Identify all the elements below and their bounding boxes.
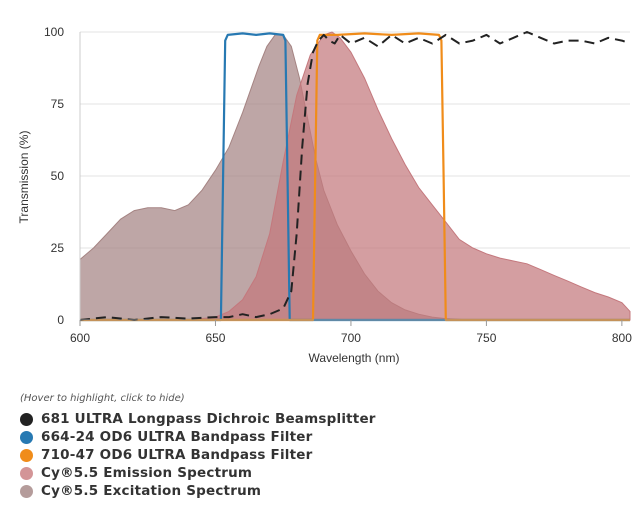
x-tick-label: 750: [476, 331, 496, 345]
series-layer: [79, 31, 631, 322]
series-line-664-24-od6-ultra-bandpass-filter[interactable]: [80, 32, 630, 322]
y-tick-label: 100: [44, 25, 64, 39]
legend-hint: (Hover to highlight, click to hide): [20, 393, 185, 404]
legend-swatch: [20, 430, 33, 444]
legend-label: Cy®5.5 Excitation Spectrum: [41, 483, 262, 499]
legend-swatch: [20, 448, 33, 462]
x-axis-title: Wavelength (nm): [309, 351, 400, 365]
legend-item-excitation-spectrum[interactable]: Cy®5.5 Excitation Spectrum: [20, 482, 620, 500]
spectrum-chart: 0 25 50 75 100 600 650 700 750 800 Transmission (…: [17, 25, 632, 365]
legend-swatch: [20, 484, 33, 498]
y-tick-label: 25: [51, 241, 65, 255]
series-line-710-47-od6-ultra-bandpass-filter[interactable]: [80, 32, 630, 322]
x-tick-label: 700: [341, 331, 361, 345]
legend-swatch: [20, 466, 33, 480]
x-tick-label: 800: [612, 331, 632, 345]
legend-label: 710-47 OD6 ULTRA Bandpass Filter: [41, 447, 313, 463]
legend-item-664-bandpass[interactable]: 664-24 OD6 ULTRA Bandpass Filter: [20, 428, 620, 446]
axes: 0 25 50 75 100 600 650 700 750 800: [44, 25, 632, 345]
legend-swatch: [20, 412, 33, 426]
legend-label: Cy®5.5 Emission Spectrum: [41, 465, 253, 481]
legend-label: 681 ULTRA Longpass Dichroic Beamsplitter: [41, 411, 376, 427]
legend-label: 664-24 OD6 ULTRA Bandpass Filter: [41, 429, 313, 445]
x-tick-label: 600: [70, 331, 90, 345]
legend: (Hover to highlight, click to hide) 681 …: [20, 392, 620, 500]
series-line-681-ultra-longpass-dichroic-beamsplitter[interactable]: [79, 31, 631, 321]
x-tick-label: 650: [205, 331, 225, 345]
y-axis-title: Transmission (%): [17, 131, 31, 224]
legend-item-emission-spectrum[interactable]: Cy®5.5 Emission Spectrum: [20, 464, 620, 482]
legend-item-710-bandpass[interactable]: 710-47 OD6 ULTRA Bandpass Filter: [20, 446, 620, 464]
y-tick-label: 75: [51, 97, 65, 111]
y-tick-label: 0: [57, 313, 64, 327]
y-tick-label: 50: [51, 169, 65, 183]
series-area-cy-5-5-emission-spectrum[interactable]: [188, 31, 631, 321]
legend-item-longpass-dichroic[interactable]: 681 ULTRA Longpass Dichroic Beamsplitter: [20, 410, 620, 428]
